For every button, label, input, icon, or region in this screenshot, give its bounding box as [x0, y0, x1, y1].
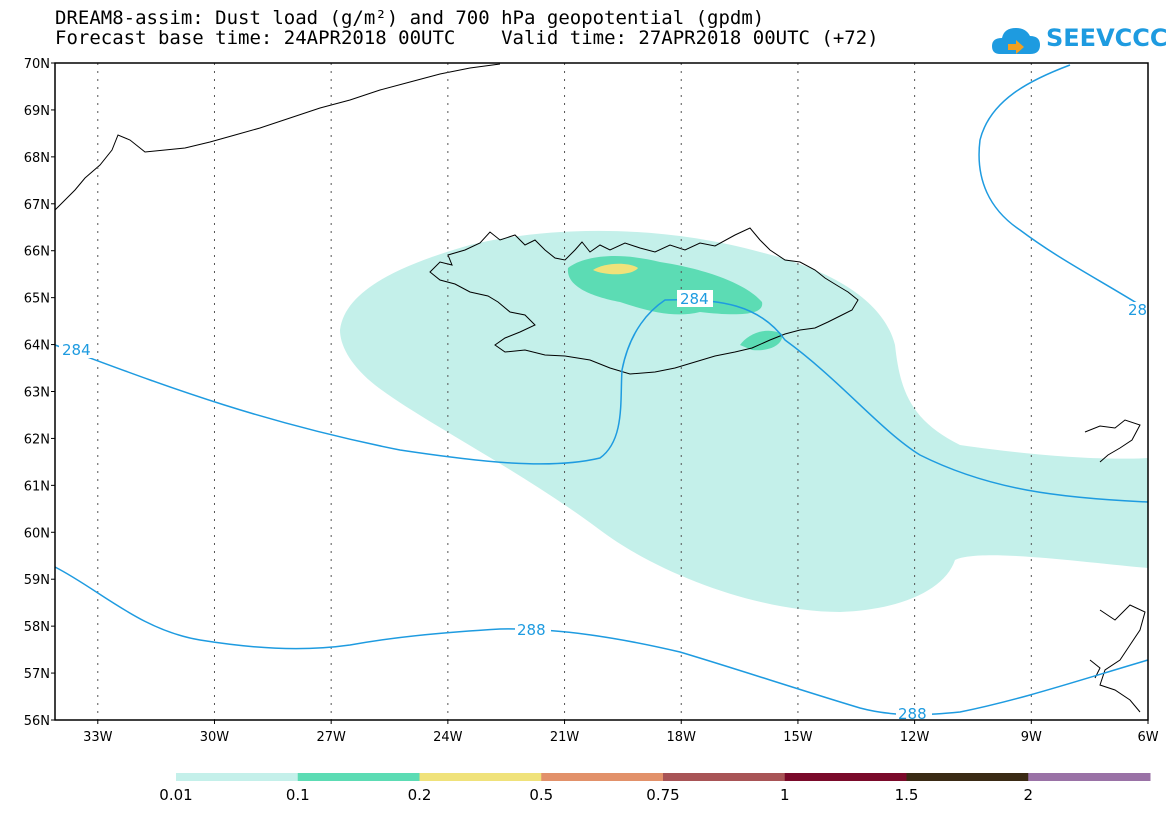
logo-text: SEEVCCC — [1046, 24, 1168, 52]
contour-label: 284 — [62, 341, 91, 359]
colorbar-swatch — [784, 773, 907, 781]
colorbar-swatch — [906, 773, 1029, 781]
lat-tick-label: 61N — [24, 479, 50, 494]
lat-tick-label: 69N — [24, 104, 50, 119]
lat-tick-label: 62N — [24, 432, 50, 447]
colorbar-swatch — [541, 773, 664, 781]
colorbar-label: 0.2 — [407, 786, 432, 804]
iceland-coast — [429, 227, 859, 375]
lon-tick-label: 6W — [1137, 730, 1158, 745]
dust-level-0.2 — [593, 263, 638, 275]
colorbar-swatch — [419, 773, 542, 781]
lon-tick-label: 9W — [1021, 730, 1042, 745]
lat-tick-label: 70N — [24, 57, 50, 72]
dust-shading — [340, 230, 1148, 613]
colorbar — [176, 773, 1151, 781]
chart-subtitle: Forecast base time: 24APR2018 00UTC Vali… — [55, 27, 879, 49]
lat-tick-label: 63N — [24, 386, 50, 401]
lat-tick-label: 65N — [24, 292, 50, 307]
lat-tick-label: 64N — [24, 339, 50, 354]
contour-28x — [978, 64, 1149, 311]
dust-level-0.1 — [740, 330, 783, 351]
chart-title: DREAM8-assim: Dust load (g/m²) and 700 h… — [55, 7, 765, 29]
lon-tick-label: 12W — [900, 730, 930, 745]
lat-tick-label: 67N — [24, 198, 50, 213]
axis-ticks: 70N 69N 68N 67N 66N 65N 64N 63N 62N 61N 60N 59N 58N 5… — [24, 57, 1159, 745]
lat-tick-label: 57N — [24, 667, 50, 682]
lon-tick-label: 24W — [433, 730, 463, 745]
lat-tick-label: 59N — [24, 573, 50, 588]
colorbar-swatch — [663, 773, 786, 781]
contour-label: 288 — [898, 705, 927, 723]
lat-tick-label: 56N — [24, 714, 50, 729]
lon-tick-label: 33W — [83, 730, 113, 745]
contour-label: 28 — [1128, 301, 1147, 319]
colorbar-swatch — [297, 773, 420, 781]
colorbar-label: 0.01 — [159, 786, 193, 804]
colorbar-label: 0.1 — [285, 786, 310, 804]
graticule — [97, 63, 1032, 720]
lat-tick-label: 58N — [24, 620, 50, 635]
coastlines — [54, 63, 1146, 713]
contour-label: 284 — [680, 290, 709, 308]
lat-tick-label: 66N — [24, 245, 50, 260]
faroe-coast — [1084, 419, 1141, 463]
contour-labels: 284 284 28 288 288 — [59, 290, 1148, 723]
cloud-icon — [992, 28, 1040, 54]
lon-tick-label: 27W — [316, 730, 346, 745]
scotland-coast — [1099, 604, 1146, 713]
contour-label: 288 — [517, 621, 546, 639]
lon-tick-label: 18W — [667, 730, 697, 745]
colorbar-label: 2 — [1023, 786, 1034, 804]
lon-tick-label: 15W — [783, 730, 813, 745]
greenland-coast — [54, 63, 501, 211]
colorbar-swatch — [1028, 773, 1151, 781]
lat-tick-label: 60N — [24, 526, 50, 541]
geopotential-contours — [54, 64, 1149, 716]
dust-level-0.01 — [340, 230, 1148, 613]
colorbar-swatch — [176, 773, 299, 781]
lon-tick-label: 30W — [200, 730, 230, 745]
colorbar-label: 1.5 — [894, 786, 919, 804]
colorbar-label: 1 — [779, 786, 790, 804]
colorbar-label: 0.5 — [529, 786, 554, 804]
colorbar-label: 0.75 — [646, 786, 680, 804]
lon-tick-label: 21W — [550, 730, 580, 745]
contour-288 — [54, 566, 1149, 716]
contour-284 — [54, 298, 1149, 503]
lat-tick-label: 68N — [24, 151, 50, 166]
